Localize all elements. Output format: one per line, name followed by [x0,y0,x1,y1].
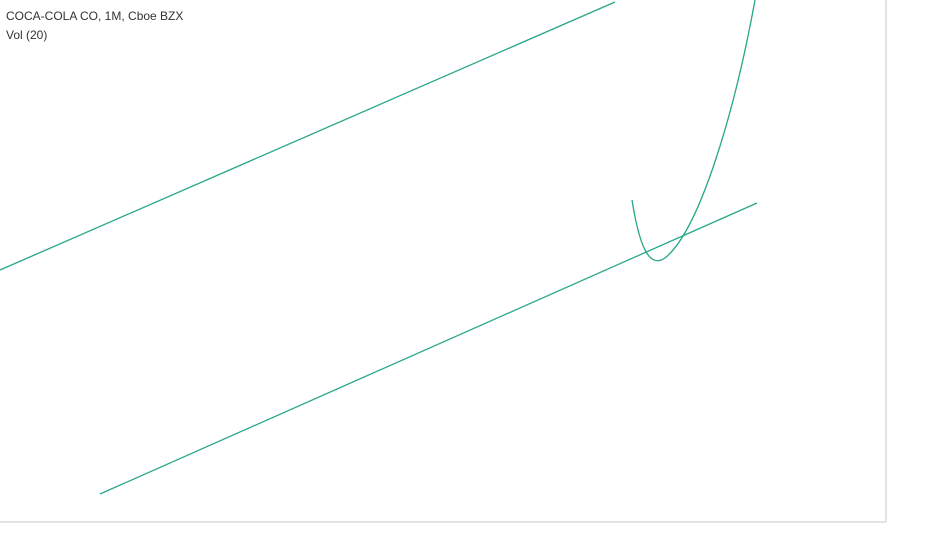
chart-title: COCA-COLA CO, 1M, Cboe BZX [6,9,183,23]
channel-lower [99,202,758,495]
channel-upper [0,1,616,271]
volume-label: Vol (20) [6,28,47,42]
drawings [0,0,758,495]
price-axis [886,0,932,550]
forecast-curve [631,0,756,262]
